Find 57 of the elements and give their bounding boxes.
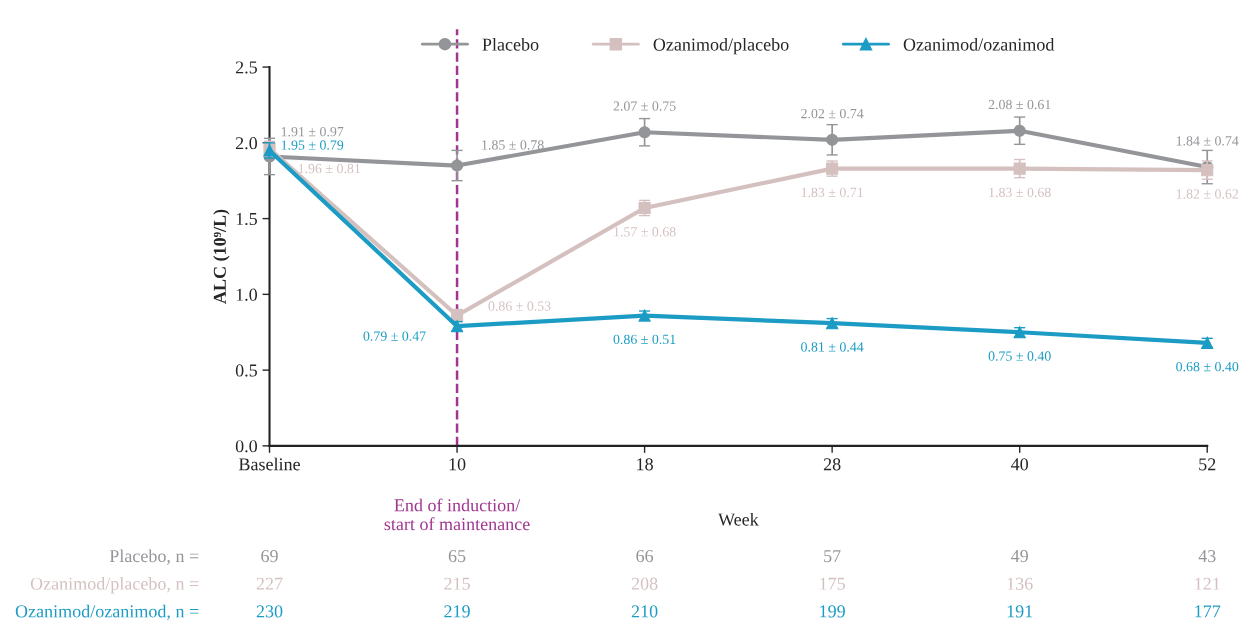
- text: 69: [261, 550, 278, 563]
- data-label: 0.75 ± 0.40: [988, 351, 1051, 361]
- text: Ozanimod/placebo, n =: [30, 577, 199, 594]
- data-label: 0.81 ± 0.44: [801, 342, 864, 352]
- text: 66: [636, 550, 654, 563]
- data-label: 1.57 ± 0.68: [614, 227, 676, 237]
- text: Ozanimod/ozanimod, n =: [15, 604, 199, 621]
- data-label: 0.79 ± 0.47: [363, 331, 426, 341]
- text: 230: [256, 605, 283, 618]
- y-tick-label: 0.5: [235, 364, 257, 377]
- data-label: 2.02 ± 0.74: [801, 108, 864, 119]
- data-label: 1.83 ± 0.71: [801, 187, 863, 198]
- data-label: 1.85 ± 0.78: [482, 140, 544, 150]
- text: 65: [448, 550, 466, 563]
- y-tick-label: 0.0: [235, 440, 258, 453]
- y-tick-label: 1.0: [236, 288, 258, 301]
- y-tick-label: 2.0: [235, 137, 258, 150]
- y-tick-label: 1.5: [236, 212, 257, 226]
- data-label: 1.83 ± 0.68: [989, 187, 1051, 198]
- data-label: 2.08 ± 0.61: [988, 99, 1051, 110]
- y-tick-label: 2.5: [235, 61, 257, 74]
- data-label: 0.68 ± 0.40: [1176, 361, 1239, 372]
- data-label: 1.91 ± 0.97: [281, 126, 344, 137]
- data-label: 1.96 ± 0.81: [298, 163, 360, 174]
- text: 208: [631, 577, 658, 590]
- x-tick-label: Baseline: [238, 457, 300, 471]
- text: 227: [256, 577, 283, 590]
- x-tick-label: 40: [1011, 458, 1029, 471]
- data-label: 1.95 ± 0.79: [281, 140, 344, 150]
- ref-line-label: End of induction/ start of maintenance: [384, 498, 530, 531]
- data-label: 0.86 ± 0.53: [488, 301, 551, 311]
- x-tick-label: 18: [637, 458, 653, 471]
- text: 191: [1007, 605, 1033, 618]
- text: 177: [1195, 605, 1221, 618]
- data-label: 2.07 ± 0.75: [613, 101, 676, 111]
- x-tick-label: 10: [449, 458, 466, 471]
- x-tick-label: 52: [1199, 458, 1216, 471]
- text: Placebo, n =: [109, 549, 199, 565]
- legend-label: Ozanimod/placebo: [653, 37, 789, 55]
- data-label: 0.86 ± 0.51: [613, 334, 676, 345]
- data-label: 1.84 ± 0.74: [1176, 136, 1239, 146]
- text: 199: [820, 605, 845, 618]
- text: 136: [1007, 577, 1033, 590]
- text: 121: [1195, 577, 1220, 590]
- y-axis-title: ALC (10⁹/L): [213, 209, 230, 304]
- legend-label: Placebo: [482, 37, 539, 51]
- text: 219: [444, 605, 470, 618]
- data-label: 1.82 ± 0.62: [1176, 189, 1239, 199]
- legend-label: Ozanimod/ozanimod: [903, 37, 1055, 51]
- x-tick-label: 28: [823, 458, 841, 471]
- text: 57: [824, 550, 841, 563]
- x-axis-title: Week: [718, 512, 759, 526]
- text: 49: [1011, 550, 1028, 563]
- text: 210: [631, 605, 658, 618]
- text: 43: [1198, 550, 1216, 563]
- text: 175: [820, 577, 845, 590]
- text: 215: [444, 577, 470, 590]
